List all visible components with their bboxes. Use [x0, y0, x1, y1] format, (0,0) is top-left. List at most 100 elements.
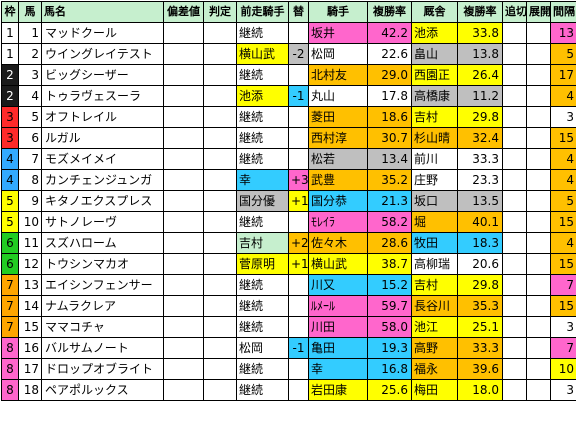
trainer-cell: 吉村	[411, 106, 458, 128]
horse-number-cell: 2	[18, 43, 42, 65]
deviation-cell	[163, 148, 204, 170]
deviation-cell	[163, 358, 204, 380]
trainer-rate-cell: 29.8	[457, 106, 503, 128]
header-waku[interactable]: 枠	[1, 1, 19, 23]
header-trainer-rate[interactable]: 複勝率	[457, 1, 503, 23]
deviation-cell	[163, 337, 204, 359]
jockey-rate-cell: 13.4	[367, 148, 412, 170]
horse-number-cell: 17	[18, 358, 42, 380]
change-cell	[288, 379, 309, 401]
jockey-cell: 川又	[308, 274, 368, 296]
waku-cell: 4	[1, 148, 19, 170]
prev-jockey-cell: 継続	[236, 127, 289, 149]
prev-jockey-cell: 池添	[236, 85, 289, 107]
pace-cell	[526, 190, 551, 212]
jockey-rate-cell: 58.0	[367, 316, 412, 338]
deviation-cell	[163, 22, 204, 44]
race-entry-table: 枠 馬 馬名 偏差値 判定 前走騎手 替 騎手 複勝率 厩舎 複勝率 追切 展開…	[1, 1, 576, 401]
workout-cell	[502, 316, 527, 338]
horse-name-cell: ビッグシーザー	[41, 64, 164, 86]
workout-cell	[502, 274, 527, 296]
jockey-cell: 幸	[308, 358, 368, 380]
horse-name-cell: ペアポルックス	[41, 379, 164, 401]
header-horse-name[interactable]: 馬名	[41, 1, 164, 23]
header-judgement[interactable]: 判定	[203, 1, 237, 23]
jockey-rate-cell: 28.6	[367, 232, 412, 254]
change-cell	[288, 211, 309, 233]
table-row: 3 6 ルガル 継続 西村淳 30.7 杉山晴 32.4 15	[1, 127, 576, 149]
trainer-cell: 杉山晴	[411, 127, 458, 149]
change-cell	[288, 358, 309, 380]
trainer-rate-cell: 11.2	[457, 85, 503, 107]
horse-name-cell: サトノレーヴ	[41, 211, 164, 233]
waku-cell: 8	[1, 379, 19, 401]
pace-cell	[526, 64, 551, 86]
jockey-rate-cell: 30.7	[367, 127, 412, 149]
workout-cell	[502, 106, 527, 128]
table-row: 2 3 ビッグシーザー 継続 北村友 29.0 西園正 26.4 17	[1, 64, 576, 86]
prev-jockey-cell: 継続	[236, 148, 289, 170]
interval-cell: 15	[550, 211, 576, 233]
workout-cell	[502, 337, 527, 359]
header-row: 枠 馬 馬名 偏差値 判定 前走騎手 替 騎手 複勝率 厩舎 複勝率 追切 展開…	[1, 1, 576, 23]
table-row: 6 11 スズハローム 吉村 +2 佐々木 28.6 牧田 18.3 4	[1, 232, 576, 254]
jockey-rate-cell: 25.6	[367, 379, 412, 401]
header-jockey[interactable]: 騎手	[308, 1, 368, 23]
jockey-cell: 丸山	[308, 85, 368, 107]
interval-cell: 15	[550, 253, 576, 275]
workout-cell	[502, 358, 527, 380]
waku-cell: 4	[1, 169, 19, 191]
horse-number-cell: 10	[18, 211, 42, 233]
jockey-rate-cell: 42.2	[367, 22, 412, 44]
header-change[interactable]: 替	[288, 1, 309, 23]
header-jockey-rate[interactable]: 複勝率	[367, 1, 412, 23]
horse-number-cell: 4	[18, 85, 42, 107]
jockey-cell: 亀田	[308, 337, 368, 359]
pace-cell	[526, 379, 551, 401]
pace-cell	[526, 106, 551, 128]
table-row: 1 1 マッドクール 継続 坂井 42.2 池添 33.8 13	[1, 22, 576, 44]
pace-cell	[526, 85, 551, 107]
judgement-cell	[203, 106, 237, 128]
horse-number-cell: 8	[18, 169, 42, 191]
change-cell: -1	[288, 85, 309, 107]
prev-jockey-cell: 継続	[236, 316, 289, 338]
jockey-cell: 岩田康	[308, 379, 368, 401]
waku-cell: 6	[1, 253, 19, 275]
jockey-cell: ﾓﾚｲﾗ	[308, 211, 368, 233]
change-cell: +1	[288, 253, 309, 275]
waku-cell: 8	[1, 337, 19, 359]
header-workout[interactable]: 追切	[502, 1, 527, 23]
prev-jockey-cell: 菅原明	[236, 253, 289, 275]
deviation-cell	[163, 64, 204, 86]
header-horse-number[interactable]: 馬	[18, 1, 42, 23]
pace-cell	[526, 253, 551, 275]
waku-cell: 1	[1, 22, 19, 44]
header-pace[interactable]: 展開	[526, 1, 551, 23]
interval-cell: 4	[550, 232, 576, 254]
prev-jockey-cell: 継続	[236, 211, 289, 233]
header-interval[interactable]: 間隔	[550, 1, 576, 23]
change-cell: -2	[288, 43, 309, 65]
trainer-cell: 高柳瑞	[411, 253, 458, 275]
change-cell	[288, 316, 309, 338]
trainer-cell: 池添	[411, 22, 458, 44]
trainer-rate-cell: 18.3	[457, 232, 503, 254]
table-row: 2 4 トゥラヴェスーラ 池添 -1 丸山 17.8 高橋康 11.2 4	[1, 85, 576, 107]
table-row: 5 10 サトノレーヴ 継続 ﾓﾚｲﾗ 58.2 堀 40.1 15	[1, 211, 576, 233]
change-cell	[288, 295, 309, 317]
header-deviation[interactable]: 偏差値	[163, 1, 204, 23]
header-prev-jockey[interactable]: 前走騎手	[236, 1, 289, 23]
table-row: 4 7 モズメイメイ 継続 松若 13.4 前川 33.3 4	[1, 148, 576, 170]
trainer-rate-cell: 26.4	[457, 64, 503, 86]
waku-cell: 3	[1, 127, 19, 149]
horse-number-cell: 3	[18, 64, 42, 86]
deviation-cell	[163, 379, 204, 401]
horse-name-cell: オフトレイル	[41, 106, 164, 128]
pace-cell	[526, 358, 551, 380]
table-row: 7 15 ママコチャ 継続 川田 58.0 池江 25.1 3	[1, 316, 576, 338]
waku-cell: 1	[1, 43, 19, 65]
header-trainer[interactable]: 厩舎	[411, 1, 458, 23]
interval-cell: 3	[550, 106, 576, 128]
jockey-rate-cell: 18.6	[367, 106, 412, 128]
